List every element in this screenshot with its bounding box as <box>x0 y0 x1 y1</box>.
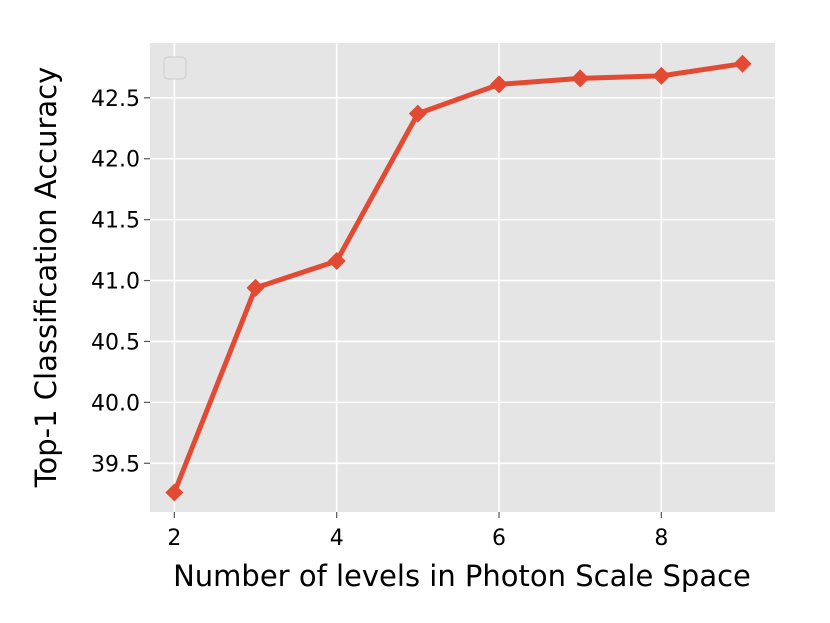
data-point-diamond <box>408 104 427 123</box>
legend-box <box>163 56 187 80</box>
y-tick-label: 39.5 <box>91 452 140 477</box>
series-group <box>165 54 752 502</box>
data-point-diamond <box>165 483 184 502</box>
y-tick-label: 40.5 <box>91 330 140 355</box>
x-tick-label: 6 <box>492 526 506 551</box>
data-point-diamond <box>652 66 671 85</box>
data-point-diamond <box>733 54 752 73</box>
y-tick-label: 41.0 <box>91 270 140 295</box>
y-tick-label: 40.0 <box>91 391 140 416</box>
data-point-diamond <box>246 278 265 297</box>
x-tick-label: 4 <box>330 526 344 551</box>
data-point-diamond <box>327 252 346 271</box>
plot-background <box>150 43 775 512</box>
y-tick-label: 42.0 <box>91 148 140 173</box>
x-tick-label: 8 <box>654 526 668 551</box>
y-axis-title: Top-1 Classification Accuracy <box>29 67 63 489</box>
y-tick-label: 41.5 <box>91 209 140 234</box>
x-tick-label: 2 <box>167 526 181 551</box>
y-tick-labels: 39.5 40.0 40.5 41.0 41.5 42.0 42.5 <box>91 87 150 477</box>
x-tick-labels: 2 4 6 8 <box>167 512 668 551</box>
grid <box>150 43 775 512</box>
y-tick-label: 42.5 <box>91 87 140 112</box>
data-point-diamond <box>571 69 590 88</box>
series-line <box>171 61 746 496</box>
x-axis-title: Number of levels in Photon Scale Space <box>173 559 751 593</box>
data-point-diamond <box>490 75 509 94</box>
